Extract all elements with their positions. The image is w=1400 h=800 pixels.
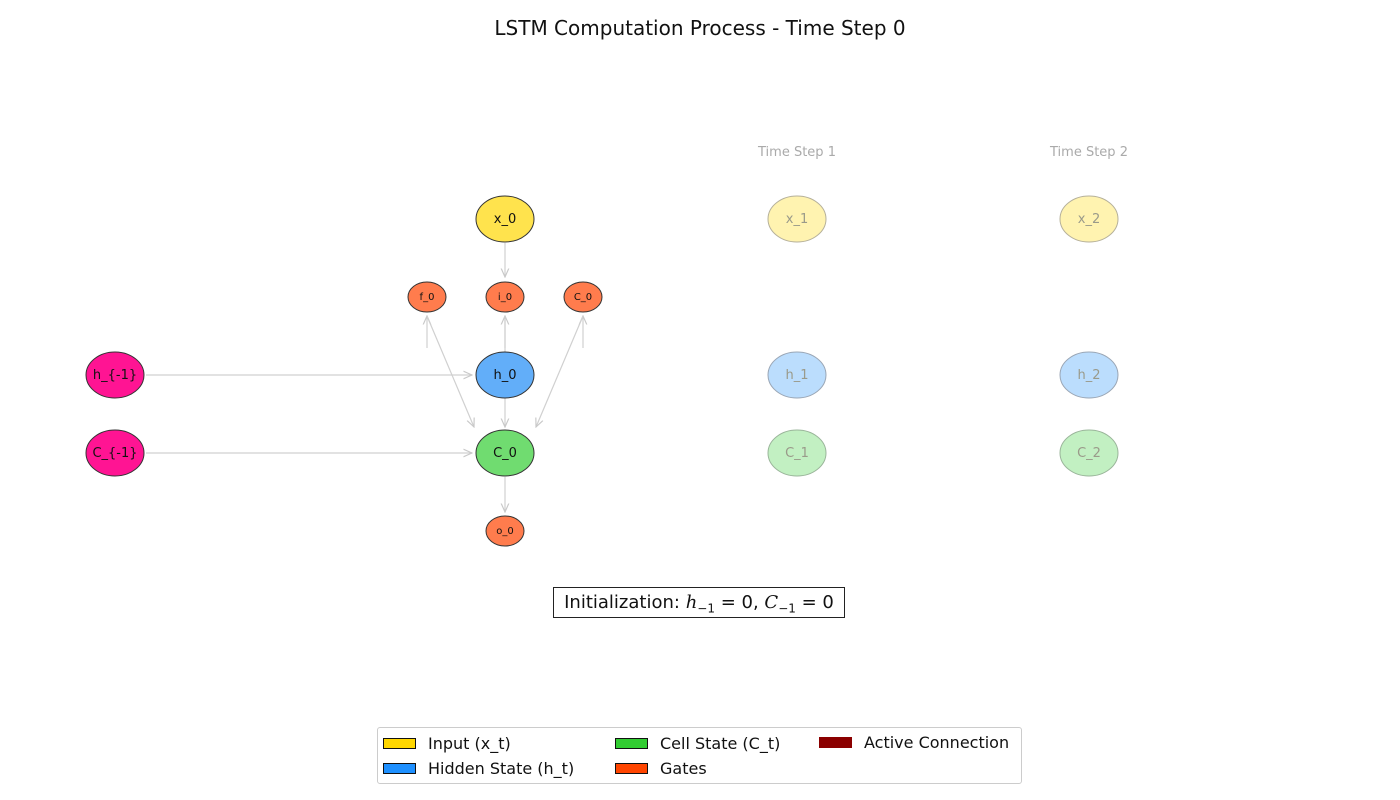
legend-item-hidden: Hidden State (h_t) [383, 758, 574, 778]
legend-item-cell: Cell State (C_t) [615, 733, 780, 753]
init-eq2: = 0 [795, 592, 834, 613]
legend-swatch-gates [615, 762, 648, 774]
i0-gate-node [485, 281, 525, 313]
c1-label: C_1 [785, 446, 809, 461]
legend-label-cell: Cell State (C_t) [660, 733, 781, 753]
init-c-symbol: C [764, 592, 779, 613]
node-c-prev: C_{-1} [85, 429, 145, 477]
legend-label-input: Input (x_t) [428, 733, 511, 753]
legend-item-input: Input (x_t) [383, 733, 511, 753]
h0-node [475, 351, 535, 399]
c-gate-to-c0-arrow [536, 315, 584, 427]
c0-node [475, 429, 535, 477]
time-step-2: Time Step 2 x_2 h_2 C_2 [1049, 145, 1128, 477]
i0-gate-label: i_0 [498, 292, 512, 303]
x2-label: x_2 [1078, 212, 1100, 227]
legend-item-gates: Gates [615, 758, 707, 778]
time-step-1-label: Time Step 1 [757, 145, 836, 160]
c-candidate-gate-node [563, 281, 603, 313]
node-c0: C_0 [475, 429, 535, 477]
x2-node [1059, 195, 1119, 243]
h1-label: h_1 [785, 368, 808, 383]
diagram-title: LSTM Computation Process - Time Step 0 [494, 16, 905, 40]
c1-node [767, 429, 827, 477]
gate-o0: o_0 [485, 515, 525, 547]
o0-gate-node [485, 515, 525, 547]
legend-label-hidden: Hidden State (h_t) [428, 758, 575, 778]
init-eq1: = 0, [714, 592, 765, 613]
h2-node [1059, 351, 1119, 399]
h1-node [767, 351, 827, 399]
legend-swatch-active [819, 736, 852, 748]
c-prev-node [85, 429, 145, 477]
h0-label: h_0 [493, 368, 516, 383]
c-prev-label: C_{-1} [92, 446, 137, 461]
time-step-1: Time Step 1 x_1 h_1 C_1 [757, 145, 836, 477]
o0-gate-label: o_0 [496, 526, 513, 537]
legend-label-gates: Gates [660, 758, 707, 778]
x0-label: x_0 [494, 212, 516, 227]
c2-node [1059, 429, 1119, 477]
init-c-subscript: −1 [778, 601, 796, 616]
f0-gate-label: f_0 [420, 292, 435, 303]
gate-f0: f_0 [407, 281, 447, 313]
legend-item-active: Active Connection [819, 732, 1009, 752]
node-x0: x_0 [475, 195, 535, 243]
x1-node [767, 195, 827, 243]
legend-label-active: Active Connection [864, 732, 1010, 752]
legend: Input (x_t) Hidden State (h_t) Cell Stat… [377, 727, 1022, 784]
f0-to-c0-arrow [426, 315, 474, 427]
h-prev-label: h_{-1} [93, 368, 137, 383]
time-step-2-label: Time Step 2 [1049, 145, 1128, 160]
initialization-note: Initialization: h−1 = 0, C−1 = 0 [553, 587, 845, 618]
f0-gate-node [407, 281, 447, 313]
gate-i0: i_0 [485, 281, 525, 313]
init-prefix: Initialization: [564, 592, 686, 613]
connections [146, 243, 583, 512]
c0-label: C_0 [493, 446, 517, 461]
gate-c0: C_0 [563, 281, 603, 313]
legend-swatch-input [383, 737, 416, 749]
init-h-subscript: −1 [697, 601, 715, 616]
node-h-prev: h_{-1} [85, 351, 145, 399]
init-h-symbol: h [685, 592, 698, 613]
legend-swatch-hidden [383, 762, 416, 774]
c2-label: C_2 [1077, 446, 1101, 461]
node-h0: h_0 [475, 351, 535, 399]
x1-label: x_1 [786, 212, 808, 227]
x0-node [475, 195, 535, 243]
legend-swatch-cell [615, 737, 648, 749]
h-prev-node [85, 351, 145, 399]
c-candidate-gate-label: C_0 [574, 292, 592, 303]
h2-label: h_2 [1077, 368, 1100, 383]
